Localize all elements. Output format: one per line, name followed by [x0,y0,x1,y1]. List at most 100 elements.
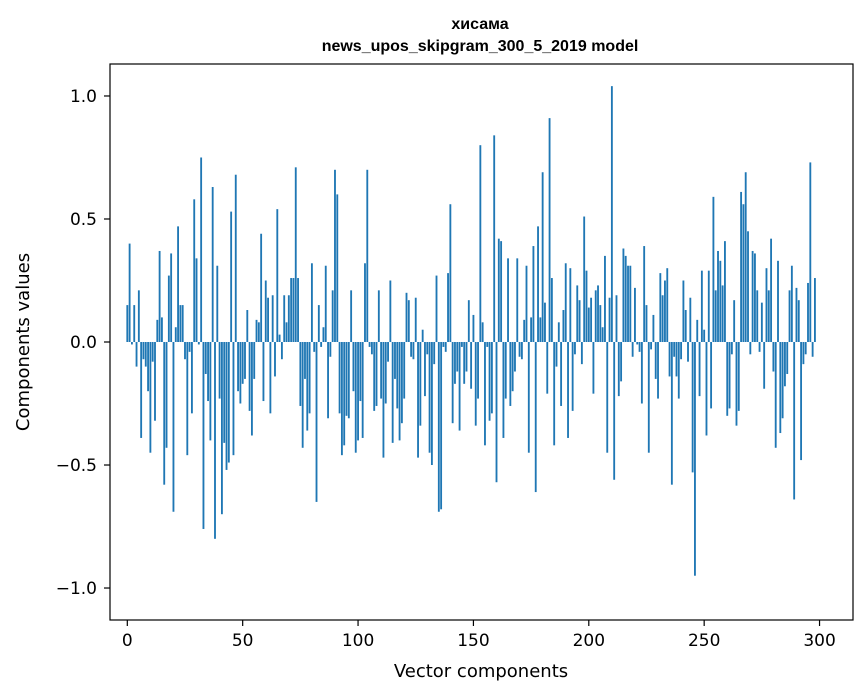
bar [310,263,313,342]
bar [797,300,800,342]
bar [190,342,193,414]
bar [447,273,449,342]
bar [460,342,463,347]
bar [440,342,443,510]
bar [186,342,189,456]
bar [696,319,699,342]
bar [578,300,581,342]
bar [553,342,556,446]
bar [193,199,196,342]
bar [292,278,295,342]
bar [481,322,484,342]
bar [754,253,756,342]
bar [784,342,786,387]
bar [474,342,477,426]
bar [324,265,327,342]
bar [694,342,696,576]
bar [361,342,364,438]
bar [726,342,729,416]
bar [165,342,168,448]
bar [770,238,773,342]
bar [562,310,565,342]
bar [405,292,408,342]
bar [809,162,812,342]
bar [777,260,779,342]
bar [375,342,378,406]
x-tick-label: 250 [688,631,720,651]
bar [758,342,761,352]
chart-title: хисама [451,16,508,33]
bar [712,196,715,342]
bar [807,282,809,342]
bar [525,265,528,342]
bar [560,342,563,406]
bar [435,275,438,342]
bar [730,342,733,355]
bar [516,258,519,342]
bar [795,287,798,342]
bar [225,342,228,470]
bar [216,265,219,342]
bar [606,342,609,453]
y-tick-label: 0.5 [70,210,97,230]
bar [239,342,242,404]
bar [271,295,274,342]
bar [158,250,161,342]
bar [306,342,309,431]
bar [322,327,325,342]
bar [244,342,246,379]
bar [380,342,383,399]
bar [290,278,293,342]
bar [541,172,544,342]
bar [151,342,154,362]
bar [156,319,159,342]
bar [504,342,507,399]
bar [737,342,740,411]
bar [246,310,249,342]
bar [502,342,505,438]
bar [451,342,454,424]
bar [523,319,526,342]
bar [336,194,339,342]
bar [786,342,789,374]
x-tick-label: 100 [342,631,374,651]
x-tick-label: 0 [122,631,133,651]
bar [705,342,708,436]
bar [317,305,320,342]
bar [774,342,777,448]
bar [747,231,749,342]
bar [666,268,669,342]
bar [756,290,759,342]
bar [760,302,763,342]
bar [352,342,355,392]
bar [137,290,140,342]
bar [177,226,179,342]
bar [530,317,533,342]
bar [634,287,636,342]
bar [597,285,599,342]
bar [615,295,618,342]
bar [507,258,509,342]
bar [294,167,297,342]
bar [343,342,346,446]
bar [470,342,473,389]
bar [486,342,489,347]
bar [357,342,359,441]
bar [301,342,304,448]
bar [763,342,766,389]
bar [400,342,403,424]
bar [680,342,683,360]
bar [749,342,752,355]
bar [377,290,380,342]
bar [714,290,717,342]
bar [345,342,348,416]
bar [384,342,387,404]
bar [557,322,560,342]
bar [627,265,629,342]
bar [147,342,149,392]
x-tick-label: 300 [803,631,835,651]
plot-frame [109,63,854,621]
bar [248,342,251,411]
bar [424,342,426,397]
